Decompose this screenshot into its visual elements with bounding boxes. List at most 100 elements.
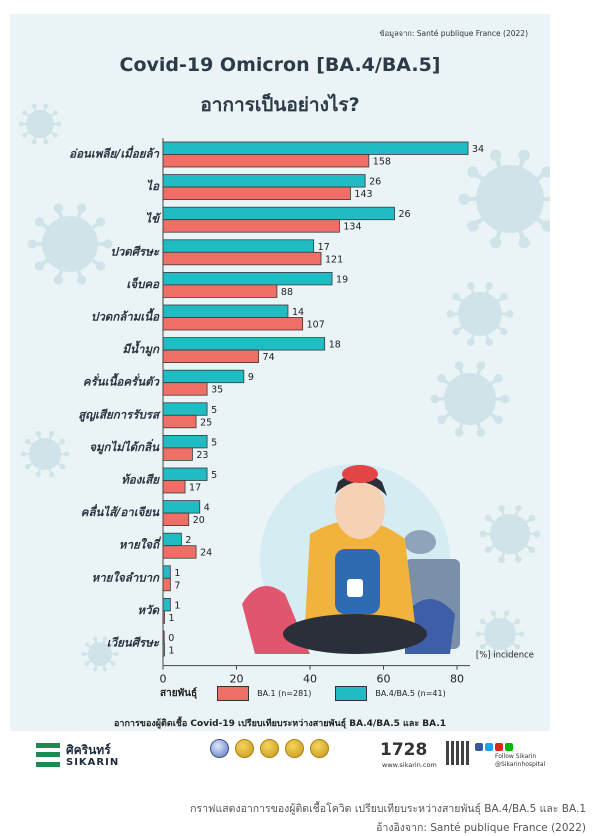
data-label: 18: [329, 340, 341, 351]
brand-name-thai: ศิครินทร์: [66, 743, 111, 757]
follow-label: Follow Sikarin: [495, 753, 537, 760]
data-label: 9: [248, 372, 254, 383]
x-tick-label: 40: [303, 673, 317, 686]
sick-person-illustration: [242, 464, 460, 654]
qr-code-icon: [446, 741, 470, 765]
badge-icon: [260, 739, 279, 758]
bar: [162, 349, 259, 364]
legend-item-ba1: BA.1 (n=281): [217, 686, 311, 701]
data-label: 19: [336, 274, 348, 285]
social-icons: [475, 743, 515, 751]
bar: [162, 532, 182, 547]
infographic-poster: ข้อมูลจาก: Santé publique France (2022) …: [10, 14, 550, 780]
line-icon: [505, 743, 513, 751]
category-label: ท้องเสีย: [121, 473, 160, 487]
badge-icon: [285, 739, 304, 758]
category-label: จมูกไม่ได้กลิ่น: [89, 438, 160, 455]
category-label: อ่อนเพลีย/เมื่อยล้า: [69, 145, 159, 161]
data-label: 0: [168, 633, 174, 644]
bar: [162, 284, 278, 298]
data-label: 17: [189, 483, 201, 494]
youtube-icon: [495, 743, 503, 751]
category-label: สูญเสียการรับรส: [78, 407, 161, 422]
data-label: 5: [211, 405, 217, 416]
bar: [162, 577, 171, 592]
data-label: 88: [281, 287, 293, 298]
bar: [162, 219, 340, 233]
category-label: ปวดศีรษะ: [111, 244, 160, 258]
data-label: 35: [211, 385, 223, 396]
category-label: มีน้ำมูก: [123, 340, 160, 357]
social-handle: @Sikarinhospital: [495, 761, 546, 768]
data-label: 107: [307, 320, 325, 331]
data-label: 1: [168, 646, 174, 657]
bar: [162, 402, 208, 416]
data-label: 34: [472, 144, 484, 155]
bar: [162, 251, 322, 266]
data-label: 121: [325, 254, 343, 265]
virus-icon: [479, 504, 541, 564]
data-label: 25: [200, 417, 212, 428]
data-label: 20: [193, 515, 205, 526]
data-label: 17: [318, 242, 330, 253]
legend-label-ba45: BA.4/BA.5 (n=41): [375, 689, 446, 698]
facebook-icon: [475, 743, 483, 751]
data-label: 134: [343, 222, 361, 233]
x-tick-label: 60: [377, 673, 391, 686]
footnote: อาการของผู้ติดเชื้อ Covid-19 เปรียบเทียบ…: [114, 719, 446, 729]
virus-icon: [81, 636, 119, 672]
data-label: 26: [369, 177, 381, 188]
data-label: 2: [185, 535, 191, 546]
data-label: 5: [211, 437, 217, 448]
data-label: 1: [174, 600, 180, 611]
bar: [162, 141, 469, 155]
virus-icon: [458, 149, 550, 249]
bar: [162, 434, 208, 449]
data-label: 74: [263, 352, 275, 363]
bar: [162, 480, 186, 494]
accreditation-badges: [210, 739, 335, 758]
twitter-icon: [485, 743, 493, 751]
x-tick-label: 0: [160, 673, 167, 686]
legend-swatch-ba1: [217, 686, 250, 701]
data-label: 23: [196, 450, 208, 461]
data-label: 26: [399, 209, 411, 220]
bar: [162, 467, 208, 481]
website: www.sikarin.com: [382, 761, 437, 769]
legend-item-ba45: BA.4/BA.5 (n=41): [335, 686, 446, 701]
data-label: 24: [200, 548, 212, 559]
badge-icon: [210, 739, 229, 758]
bar: [162, 565, 171, 579]
data-label: 14: [292, 307, 304, 318]
data-label: 158: [373, 157, 391, 168]
hotline-number: 1728: [380, 740, 428, 760]
bar: [162, 500, 201, 514]
bar: [162, 369, 245, 384]
brand-name-english: SIKARIN: [66, 757, 120, 768]
category-label: ไข้: [145, 212, 162, 226]
legend-swatch-ba45: [335, 686, 368, 701]
virus-icon: [475, 610, 525, 658]
legend-label-ba1: BA.1 (n=281): [257, 689, 312, 698]
caption-line1: กราฟแสดงอาการของผู้ติดเชื้อโควิด เปรียบเ…: [190, 803, 586, 815]
bar: [162, 174, 366, 188]
bar: [162, 382, 208, 396]
x-tick-label: 80: [450, 673, 464, 686]
x-axis-label: [%] incidence: [476, 651, 534, 661]
follow-text: Follow Sikarin @Sikarinhospital: [495, 753, 545, 769]
category-label: เวียนศีรษะ: [107, 636, 160, 650]
footer: ศิครินทร์ SIKARIN 1728 www.sikarin.com F…: [10, 731, 550, 780]
bar: [162, 545, 197, 559]
data-label: 143: [354, 189, 372, 200]
data-label: 7: [174, 580, 180, 591]
bar: [162, 154, 370, 168]
virus-icon: [446, 282, 514, 346]
category-label: ไอ: [146, 179, 160, 193]
legend: สายพันธุ์ BA.1 (n=281) BA.4/BA.5 (n=41): [160, 686, 470, 701]
caption-line2: อ้างอิงจาก: Santé publique France (2022): [376, 822, 586, 834]
virus-icon: [27, 203, 113, 285]
source-note-top: ข้อมูลจาก: Santé publique France (2022): [379, 29, 529, 38]
chart-title: Covid-19 Omicron [BA.4/BA.5]: [119, 54, 441, 76]
virus-icon: [18, 103, 62, 145]
category-label: ปวดกล้ามเนื้อ: [91, 308, 160, 324]
